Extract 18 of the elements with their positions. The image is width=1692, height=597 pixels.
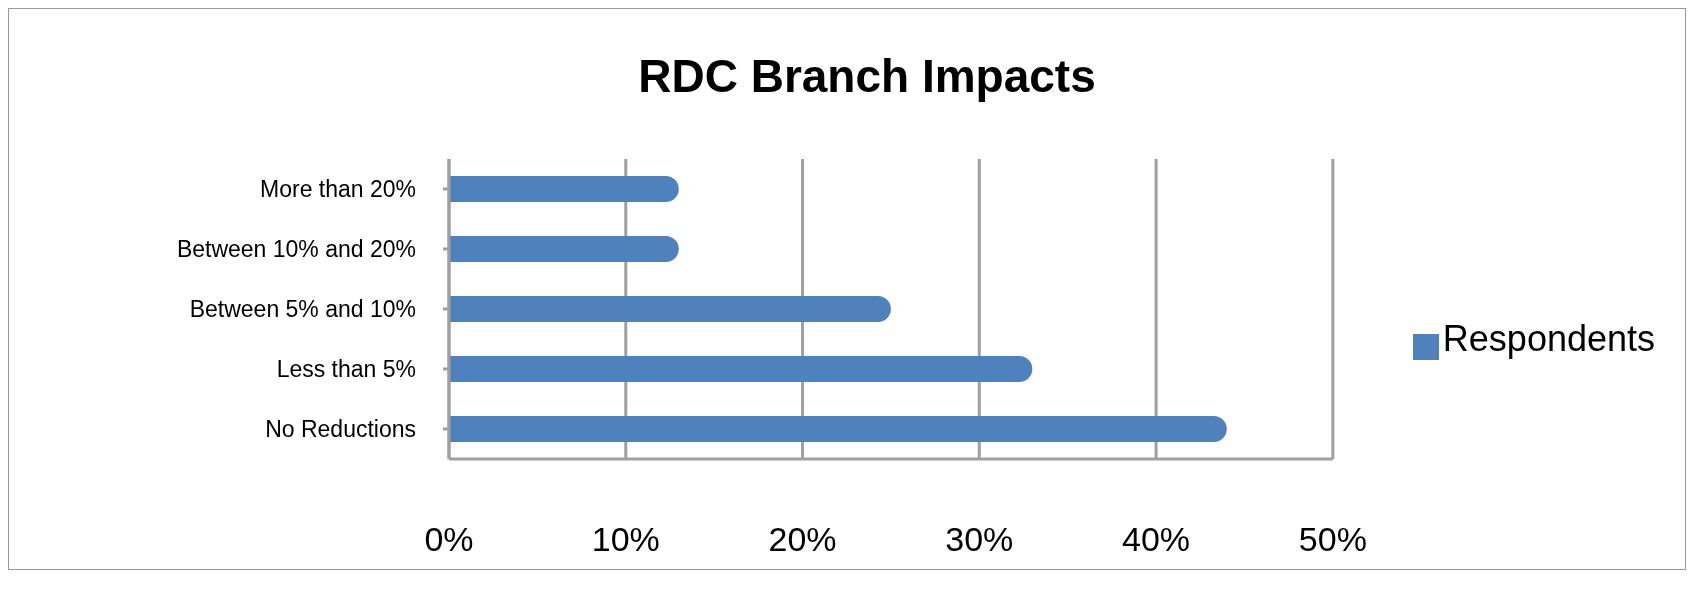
y-tick-label: Less than 5% <box>276 356 416 383</box>
bar <box>449 296 891 322</box>
y-tick-label: Between 10% and 20% <box>176 236 416 263</box>
chart-title: RDC Branch Impacts <box>637 49 1097 103</box>
y-tick-label: Between 5% and 10% <box>189 296 416 323</box>
y-tick-label: No Reductions <box>265 416 416 443</box>
x-tick-label: 30% <box>945 520 1014 559</box>
bar <box>449 356 1033 382</box>
bar <box>449 236 679 262</box>
x-tick-label: 0% <box>424 520 474 559</box>
legend-label: Respondents <box>1442 318 1655 359</box>
x-tick-label: 20% <box>768 520 837 559</box>
bar <box>449 176 679 202</box>
x-tick-label: 50% <box>1298 520 1367 559</box>
bar <box>449 416 1227 442</box>
x-tick-label: 40% <box>1122 520 1191 559</box>
x-tick-label: 10% <box>591 520 660 559</box>
y-tick-label: More than 20% <box>260 176 416 203</box>
